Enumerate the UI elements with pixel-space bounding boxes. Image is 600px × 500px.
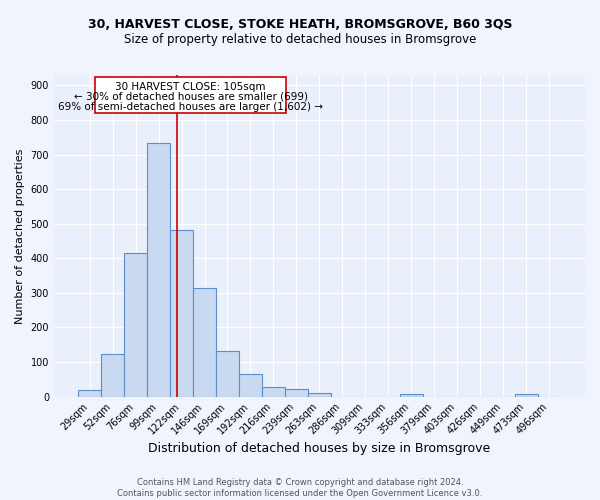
Text: 30, HARVEST CLOSE, STOKE HEATH, BROMSGROVE, B60 3QS: 30, HARVEST CLOSE, STOKE HEATH, BROMSGRO… bbox=[88, 18, 512, 30]
Bar bbox=[262, 387, 285, 396]
Bar bbox=[170, 230, 193, 396]
Bar bbox=[193, 288, 216, 397]
X-axis label: Distribution of detached houses by size in Bromsgrove: Distribution of detached houses by size … bbox=[148, 442, 491, 455]
FancyBboxPatch shape bbox=[95, 76, 286, 113]
Bar bbox=[101, 354, 124, 397]
Text: 69% of semi-detached houses are larger (1,602) →: 69% of semi-detached houses are larger (… bbox=[58, 102, 323, 112]
Y-axis label: Number of detached properties: Number of detached properties bbox=[15, 148, 25, 324]
Text: 30 HARVEST CLOSE: 105sqm: 30 HARVEST CLOSE: 105sqm bbox=[115, 82, 266, 92]
Bar bbox=[515, 394, 538, 396]
Bar bbox=[239, 374, 262, 396]
Text: ← 30% of detached houses are smaller (699): ← 30% of detached houses are smaller (69… bbox=[74, 92, 308, 102]
Text: Size of property relative to detached houses in Bromsgrove: Size of property relative to detached ho… bbox=[124, 32, 476, 46]
Bar bbox=[308, 393, 331, 396]
Bar bbox=[285, 388, 308, 396]
Bar bbox=[124, 253, 147, 396]
Bar bbox=[216, 352, 239, 397]
Bar bbox=[78, 390, 101, 396]
Bar bbox=[147, 143, 170, 397]
Text: Contains HM Land Registry data © Crown copyright and database right 2024.
Contai: Contains HM Land Registry data © Crown c… bbox=[118, 478, 482, 498]
Bar bbox=[400, 394, 423, 396]
